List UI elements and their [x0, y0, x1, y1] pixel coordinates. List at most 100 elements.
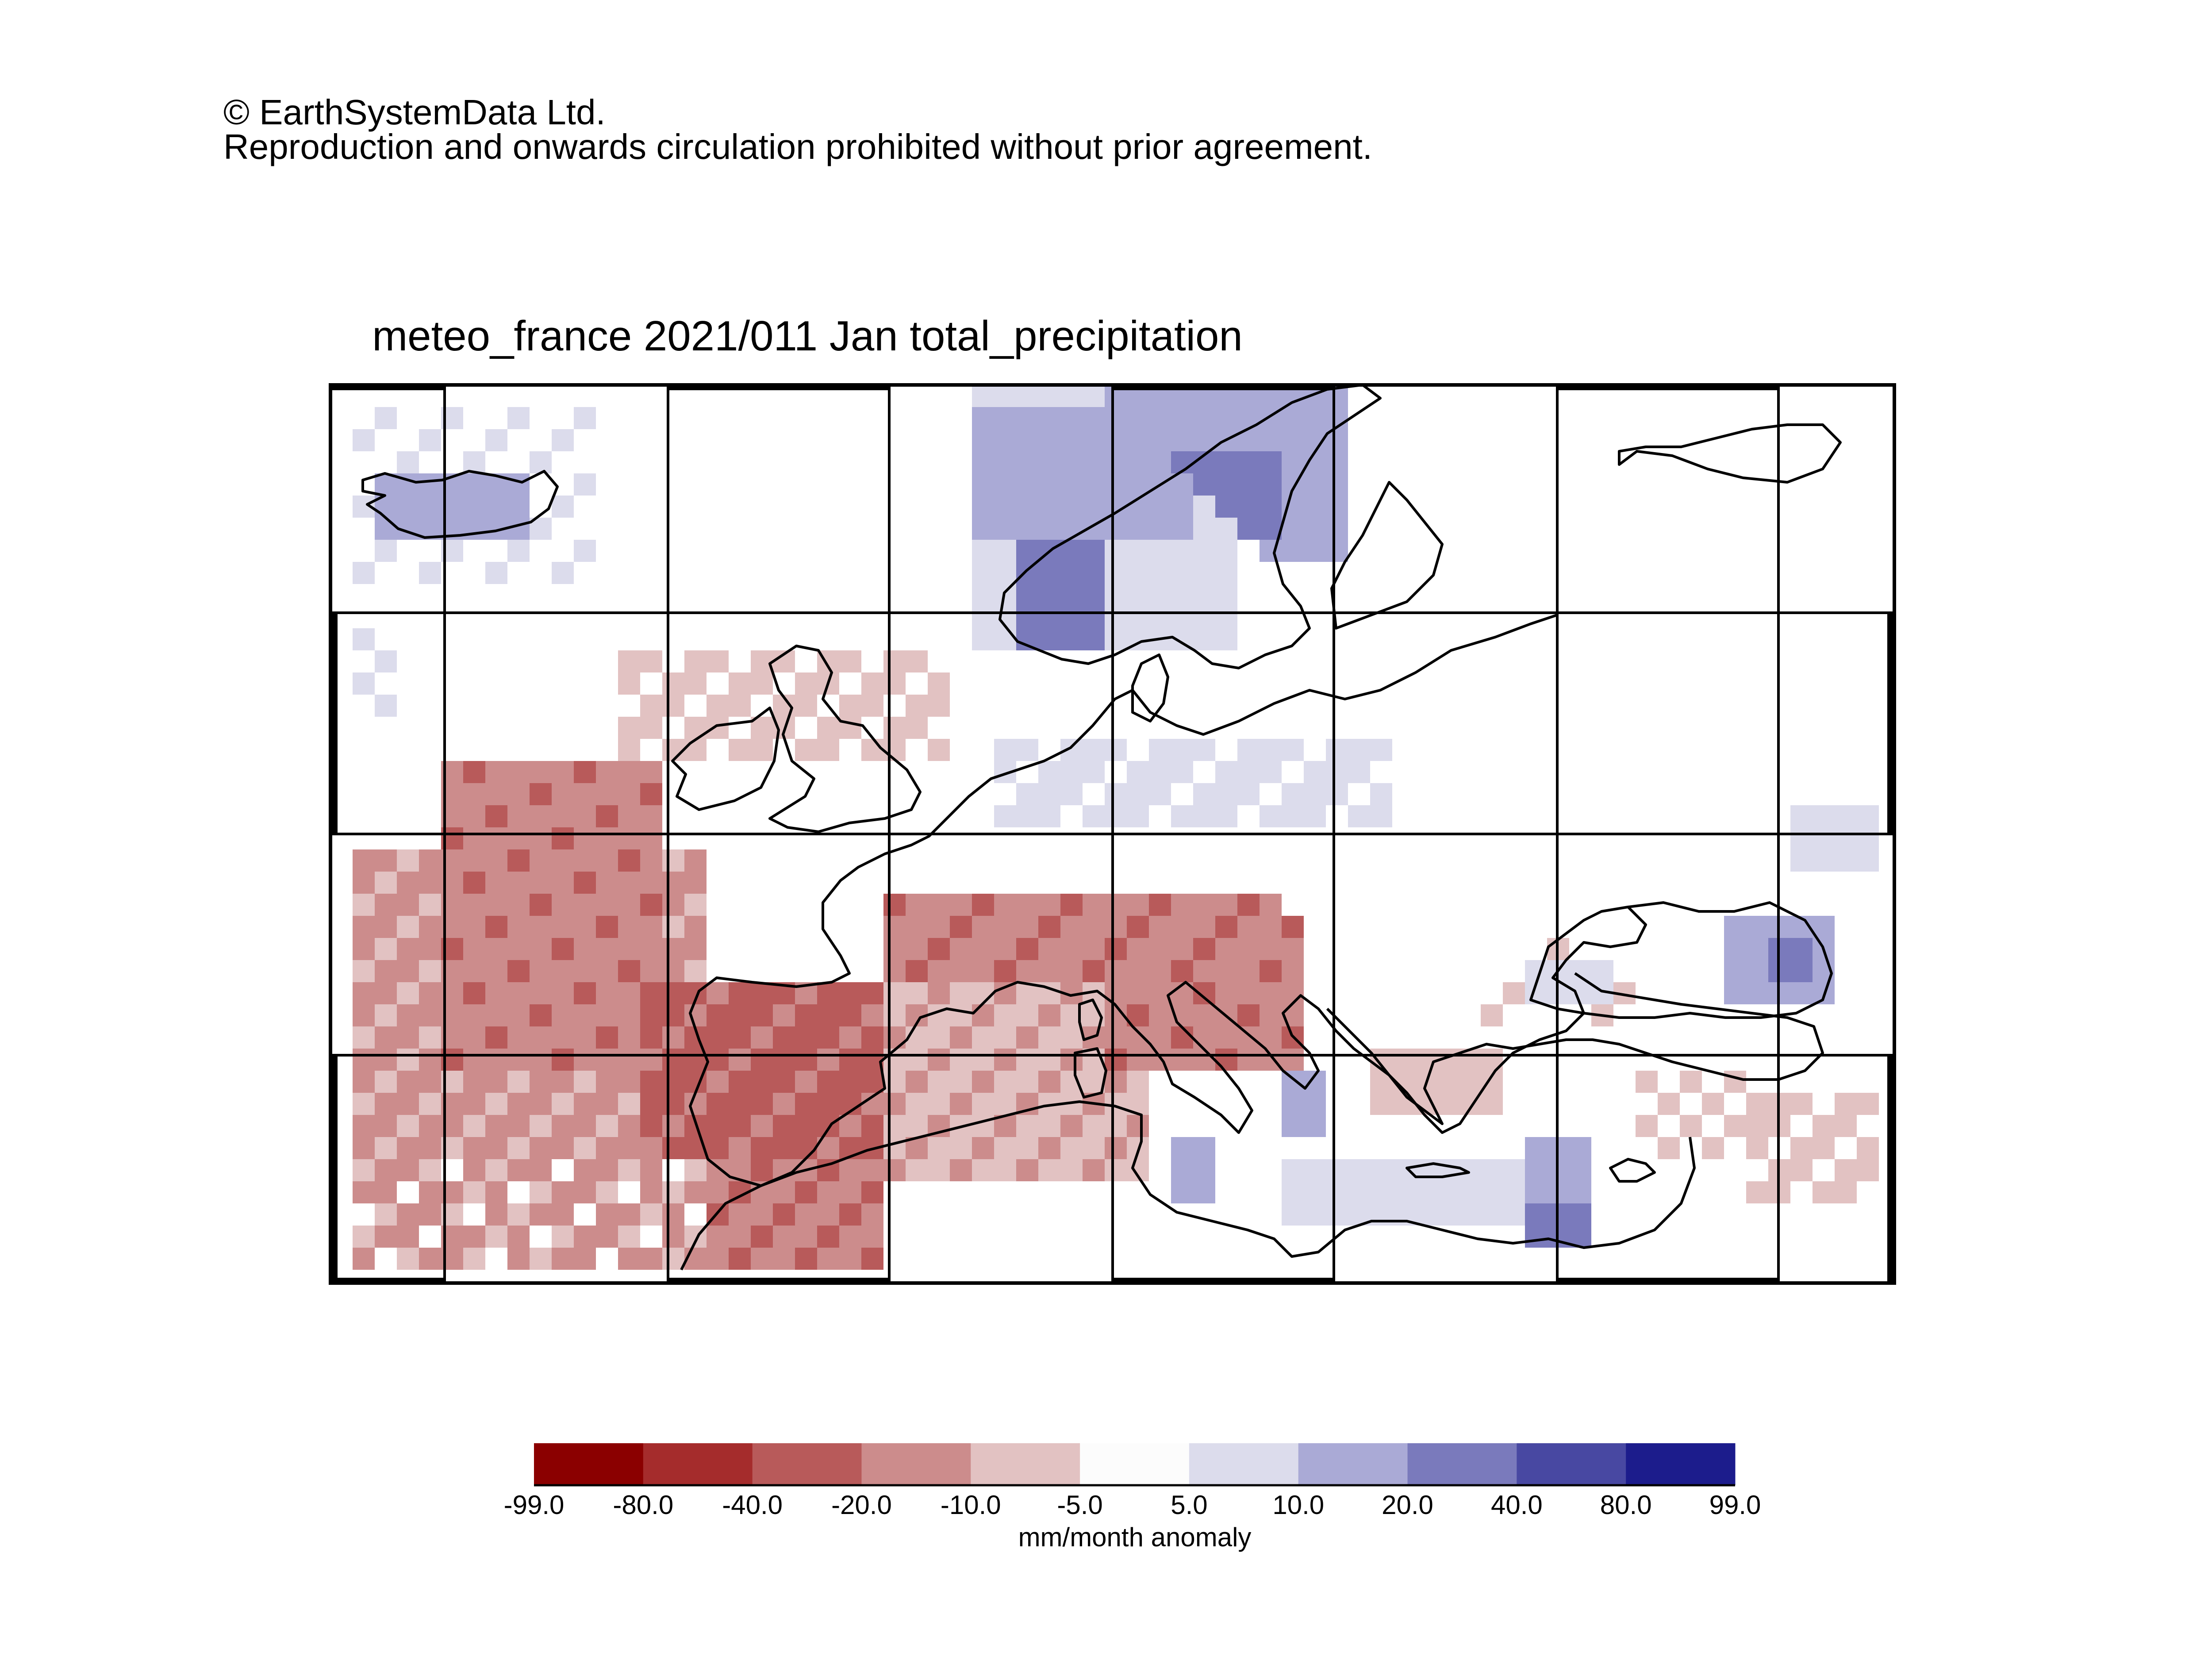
- anomaly-cell: [507, 1004, 530, 1026]
- anomaly-cell: [1149, 739, 1171, 761]
- anomaly-cell: [1835, 827, 1857, 849]
- anomaly-cell: [994, 1049, 1016, 1071]
- coastline-denmark: [1131, 653, 1169, 722]
- coastline-crete: [1406, 1162, 1470, 1178]
- anomaly-cell: [1260, 894, 1282, 916]
- anomaly-cell: [1569, 1181, 1591, 1203]
- anomaly-cell: [618, 916, 640, 938]
- anomaly-cell: [1702, 1093, 1724, 1115]
- anomaly-cell: [507, 496, 530, 518]
- anomaly-cell: [1790, 938, 1813, 960]
- anomaly-cell: [1149, 783, 1171, 805]
- anomaly-cell: [950, 1026, 972, 1049]
- anomaly-cell: [662, 1226, 684, 1248]
- anomaly-cell: [1215, 916, 1237, 938]
- anomaly-cell: [552, 1181, 574, 1203]
- anomaly-cell: [574, 761, 596, 783]
- anomaly-cell: [1171, 761, 1193, 783]
- anomaly-cell: [972, 407, 994, 429]
- anomaly-cell: [1038, 1159, 1060, 1181]
- anomaly-cell: [1105, 562, 1127, 584]
- anomaly-cell: [928, 739, 950, 761]
- anomaly-cell: [729, 1226, 751, 1248]
- anomaly-cell: [707, 1137, 729, 1159]
- colorbar-swatch: [1189, 1443, 1299, 1485]
- anomaly-cell: [662, 1181, 684, 1203]
- anomaly-cell: [463, 518, 485, 540]
- anomaly-cell: [1193, 562, 1215, 584]
- anomaly-cell: [751, 1049, 773, 1071]
- anomaly-cell: [419, 1004, 441, 1026]
- anomaly-cell: [928, 1049, 950, 1071]
- anomaly-cell: [419, 1181, 441, 1203]
- anomaly-cell: [817, 1071, 839, 1093]
- anomaly-cell: [1060, 451, 1083, 473]
- anomaly-cell: [574, 982, 596, 1004]
- anomaly-cell: [1105, 982, 1127, 1004]
- anomaly-cell: [485, 916, 507, 938]
- anomaly-cell: [596, 960, 618, 982]
- anomaly-cell: [375, 650, 397, 672]
- anomaly-cell: [596, 1226, 618, 1248]
- anomaly-cell: [1127, 783, 1149, 805]
- anomaly-cell: [1127, 938, 1149, 960]
- anomaly-cell: [817, 1093, 839, 1115]
- anomaly-cell: [574, 1181, 596, 1203]
- anomaly-cell: [419, 1071, 441, 1093]
- anomaly-cell: [707, 1181, 729, 1203]
- anomaly-cell: [1171, 540, 1193, 562]
- anomaly-cell: [928, 695, 950, 717]
- anomaly-cell: [1282, 518, 1304, 540]
- anomaly-cell: [1282, 1181, 1304, 1203]
- anomaly-cell: [1436, 1071, 1459, 1093]
- anomaly-cell: [1083, 1137, 1105, 1159]
- colorbar-label: -20.0: [831, 1490, 892, 1520]
- anomaly-cell: [1370, 1181, 1392, 1203]
- anomaly-cell: [1835, 849, 1857, 872]
- anomaly-cell: [662, 1248, 684, 1270]
- anomaly-cell: [596, 1026, 618, 1049]
- anomaly-cell: [530, 761, 552, 783]
- anomaly-cell: [1790, 849, 1813, 872]
- anomaly-cell: [353, 894, 375, 916]
- anomaly-cell: [507, 827, 530, 849]
- anomaly-cell: [1171, 1026, 1193, 1049]
- anomaly-cell: [1038, 783, 1060, 805]
- anomaly-cell: [1171, 805, 1193, 827]
- anomaly-cell: [552, 496, 574, 518]
- anomaly-cell: [729, 1004, 751, 1026]
- anomaly-cell: [950, 1071, 972, 1093]
- anomaly-cell: [1193, 1026, 1215, 1049]
- colorbar-swatch: [643, 1443, 753, 1485]
- anomaly-cell: [994, 1026, 1016, 1049]
- anomaly-cell: [1016, 783, 1038, 805]
- anomaly-cell: [817, 1181, 839, 1203]
- anomaly-cell: [1282, 451, 1304, 473]
- anomaly-cell: [773, 1071, 795, 1093]
- anomaly-cell: [507, 938, 530, 960]
- anomaly-cell: [1370, 805, 1392, 827]
- anomaly-cell: [1282, 938, 1304, 960]
- anomaly-cell: [1060, 562, 1083, 584]
- anomaly-cell: [419, 1049, 441, 1071]
- anomaly-cell: [795, 695, 817, 717]
- anomaly-cell: [397, 1226, 419, 1248]
- anomaly-cell: [353, 1115, 375, 1137]
- anomaly-cell: [1127, 916, 1149, 938]
- anomaly-cell: [1304, 1115, 1326, 1137]
- anomaly-cell: [883, 938, 906, 960]
- colorbar-swatch: [1517, 1443, 1626, 1485]
- anomaly-cell: [1060, 628, 1083, 650]
- anomaly-cell: [1171, 1049, 1193, 1071]
- anomaly-cell: [972, 1004, 994, 1026]
- anomaly-cell: [574, 540, 596, 562]
- anomaly-cell: [640, 960, 662, 982]
- anomaly-cell: [463, 960, 485, 982]
- anomaly-cell: [1149, 1049, 1171, 1071]
- anomaly-cell: [972, 451, 994, 473]
- anomaly-cell: [419, 1159, 441, 1181]
- anomaly-cell: [751, 1071, 773, 1093]
- anomaly-cell: [1193, 584, 1215, 606]
- anomaly-cell: [1260, 805, 1282, 827]
- anomaly-cell: [994, 407, 1016, 429]
